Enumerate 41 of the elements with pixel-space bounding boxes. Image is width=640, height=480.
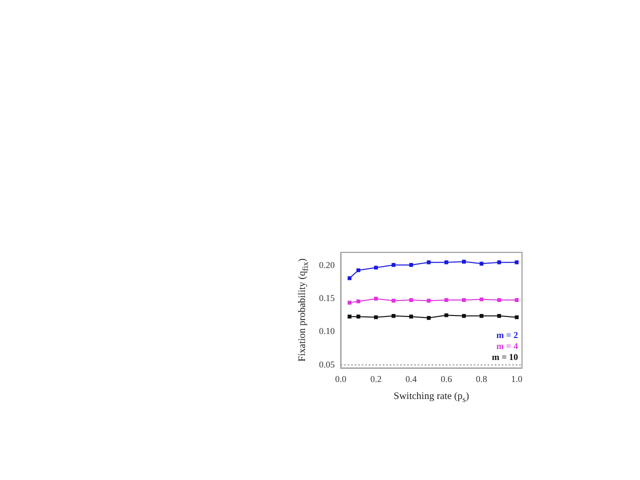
text: m = 10 — [492, 352, 518, 364]
x-tick-label: 1.0 — [511, 374, 523, 384]
point — [497, 314, 502, 318]
point — [356, 299, 360, 304]
point — [348, 300, 352, 305]
point — [514, 298, 519, 302]
point — [348, 314, 352, 318]
point — [409, 263, 414, 267]
x-tick-label: 0.2 — [370, 374, 382, 384]
point — [497, 260, 502, 264]
point — [392, 298, 396, 303]
point — [374, 296, 378, 301]
y-tick-label: 0.10 — [319, 326, 336, 336]
point — [462, 314, 466, 318]
y-tick-label: 0.05 — [319, 359, 336, 370]
x-tick-label: 0.6 — [440, 374, 452, 384]
point — [356, 314, 360, 318]
y-tick-label: 0.15 — [319, 293, 336, 304]
point — [356, 268, 360, 272]
point — [348, 276, 352, 280]
point — [480, 262, 484, 266]
x-tick-label: 0.0 — [335, 374, 347, 384]
x-axis-title: Switching rate (p$_{s}$) — [392, 391, 470, 406]
point — [374, 266, 378, 270]
point — [374, 315, 378, 320]
point — [392, 314, 396, 318]
x-tick-label: 0.4 — [406, 374, 418, 384]
point — [409, 298, 414, 302]
text: m = 2 — [495, 330, 518, 342]
point — [497, 298, 502, 302]
x-tick-label: 0.8 — [476, 374, 488, 384]
point — [444, 298, 448, 302]
point — [426, 316, 431, 320]
point — [480, 314, 484, 318]
point — [409, 314, 414, 318]
point — [392, 263, 396, 267]
text: m = 4 — [495, 341, 518, 352]
point — [480, 297, 484, 302]
point — [462, 260, 466, 264]
y-tick-label: 0.20 — [319, 260, 336, 270]
point — [462, 298, 466, 302]
